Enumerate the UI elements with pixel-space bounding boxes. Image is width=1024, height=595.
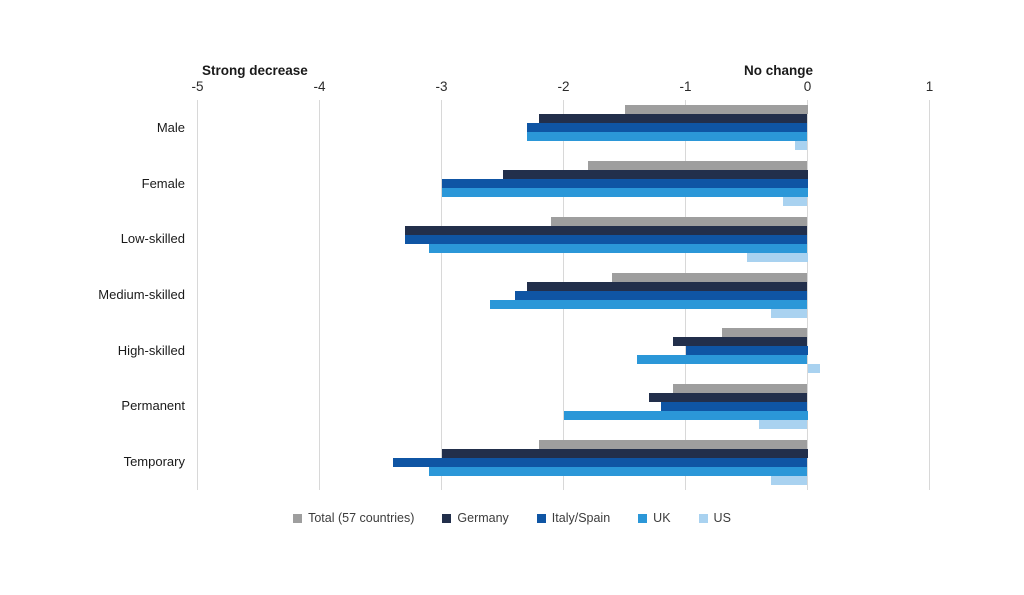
bar-uk-high-skilled xyxy=(636,355,808,365)
bar-us-male xyxy=(795,141,808,151)
bar-uk-low-skilled xyxy=(429,243,808,253)
gridline-x-4 xyxy=(319,100,320,490)
bar-total-57-countries-low-skilled xyxy=(551,216,808,226)
bar-italy-spain-female xyxy=(441,179,808,189)
bar-us-high-skilled xyxy=(807,364,820,374)
legend-label-total-57-countries: Total (57 countries) xyxy=(308,511,415,525)
gridline-x-5 xyxy=(197,100,198,490)
bar-us-medium-skilled xyxy=(770,308,808,318)
bar-italy-spain-male xyxy=(526,123,808,133)
bar-italy-spain-temporary xyxy=(392,457,808,467)
bar-uk-permanent xyxy=(563,410,808,420)
bar-italy-spain-high-skilled xyxy=(685,346,808,356)
bar-total-57-countries-medium-skilled xyxy=(612,272,808,282)
x-tick-label-4: -4 xyxy=(313,79,326,94)
legend-item-total-57-countries: Total (57 countries) xyxy=(293,511,414,525)
legend-item-italy-spain: Italy/Spain xyxy=(536,511,611,525)
bar-italy-spain-low-skilled xyxy=(404,234,808,244)
legend-label-uk: UK xyxy=(653,511,671,525)
bar-uk-male xyxy=(526,132,808,142)
bar-us-low-skilled xyxy=(746,252,808,262)
bar-germany-permanent xyxy=(648,392,808,402)
legend-swatch-us xyxy=(698,513,708,523)
legend-label-italy-spain: Italy/Spain xyxy=(551,511,611,525)
bar-uk-female xyxy=(441,188,808,198)
bar-germany-high-skilled xyxy=(673,337,808,347)
bar-germany-medium-skilled xyxy=(526,281,808,291)
gridline-x-3 xyxy=(441,100,442,490)
bar-total-57-countries-female xyxy=(587,161,808,171)
legend-swatch-total-57-countries xyxy=(293,513,303,523)
bar-germany-female xyxy=(502,170,808,180)
bar-total-57-countries-male xyxy=(624,105,808,115)
category-label-medium-skilled: Medium-skilled xyxy=(98,287,185,302)
legend-swatch-germany xyxy=(442,513,452,523)
category-label-male: Male xyxy=(156,119,185,135)
bar-total-57-countries-permanent xyxy=(673,383,808,393)
axis-annotation-no-change: No change xyxy=(743,63,813,78)
x-tick-label-3: -3 xyxy=(435,79,448,94)
legend-swatch-italy-spain xyxy=(536,513,546,523)
bar-us-female xyxy=(783,197,808,207)
category-label-female: Female xyxy=(141,175,185,191)
category-label-high-skilled: High-skilled xyxy=(117,342,185,358)
bar-total-57-countries-high-skilled xyxy=(722,328,808,338)
legend: Total (57 countries) Germany Italy/Spain UK… xyxy=(0,511,1024,525)
x-tick-label-5: -5 xyxy=(191,79,204,94)
legend-swatch-uk xyxy=(638,513,648,523)
bar-us-permanent xyxy=(758,419,808,429)
bar-germany-male xyxy=(539,114,808,124)
bar-us-temporary xyxy=(770,475,808,485)
x-tick-label-1: -1 xyxy=(679,79,692,94)
legend-item-germany: Germany xyxy=(442,511,509,525)
bar-italy-spain-permanent xyxy=(661,401,808,411)
x-tick-label-2: -2 xyxy=(557,79,570,94)
bar-uk-medium-skilled xyxy=(490,299,808,309)
gridline-x-0 xyxy=(807,100,808,490)
legend-label-germany: Germany xyxy=(457,511,509,525)
category-label-temporary: Temporary xyxy=(123,454,185,470)
legend-item-uk: UK xyxy=(638,511,671,525)
category-label-permanent: Permanent xyxy=(121,398,185,414)
bar-uk-temporary xyxy=(429,466,808,476)
x-tick-label-1: 1 xyxy=(925,79,934,94)
legend-item-us: US xyxy=(698,511,731,525)
gridline-x-1 xyxy=(929,100,930,490)
bar-germany-low-skilled xyxy=(404,225,808,235)
axis-annotation-strong-decrease: Strong decrease xyxy=(202,63,308,78)
category-label-low-skilled: Low-skilled xyxy=(120,231,185,247)
bar-germany-temporary xyxy=(441,448,808,458)
x-tick-label-0: 0 xyxy=(803,79,812,94)
bar-italy-spain-medium-skilled xyxy=(514,290,808,300)
bar-total-57-countries-temporary xyxy=(539,439,808,449)
legend-label-us: US xyxy=(713,511,731,525)
